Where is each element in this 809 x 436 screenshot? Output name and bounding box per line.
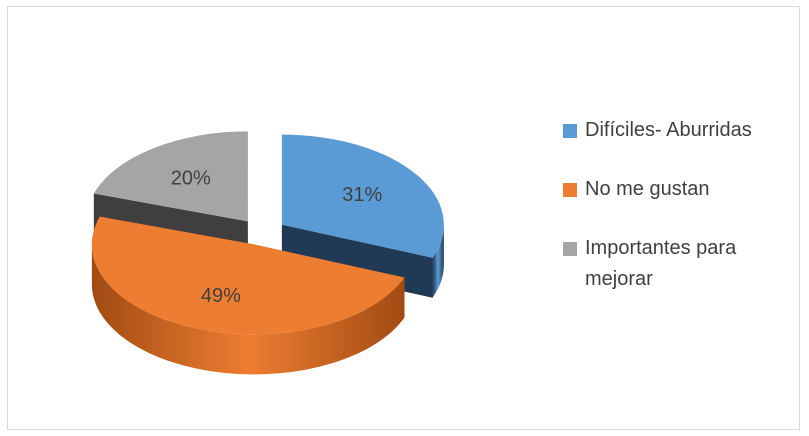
- legend-label-dificiles: Difíciles- Aburridas: [585, 119, 752, 141]
- legend-label-importantes: Importantes para mejorar: [585, 237, 737, 290]
- legend-label-no-me-gustan: No me gustan: [585, 178, 710, 200]
- slice-no-me-gustan: [91, 216, 405, 375]
- data-label-importantes: 20%: [171, 168, 211, 190]
- data-label-dificiles: 31%: [342, 184, 382, 206]
- legend-swatch-dificiles: [563, 124, 577, 138]
- legend-swatch-no-me-gustan: [563, 183, 577, 197]
- legend-item-no-me-gustan: No me gustan: [563, 174, 793, 205]
- slice-no-me-gustan-side: [91, 244, 405, 375]
- legend-item-importantes: Importantes para mejorar: [563, 233, 793, 295]
- slice-importantes-top: [93, 131, 248, 222]
- legend-item-dificiles: Difíciles- Aburridas: [563, 115, 793, 146]
- slice-dificiles-side: [432, 224, 444, 298]
- slice-no-me-gustan-top: [91, 216, 405, 335]
- legend-swatch-importantes: [563, 242, 577, 256]
- slice-dificiles-top: [281, 134, 444, 258]
- legend: Difíciles- Aburridas No me gustan Import…: [563, 115, 793, 295]
- data-label-no-me-gustan: 49%: [201, 285, 241, 307]
